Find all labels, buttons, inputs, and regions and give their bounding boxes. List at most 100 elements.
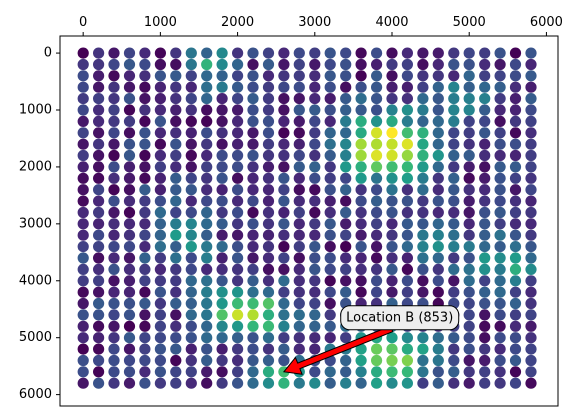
scatter-point xyxy=(262,161,275,173)
scatter-point xyxy=(247,286,259,298)
scatter-point xyxy=(232,343,244,355)
scatter-point xyxy=(201,172,213,184)
scatter-point xyxy=(293,195,305,207)
scatter-point xyxy=(216,58,228,71)
scatter-point xyxy=(108,161,120,173)
scatter-point xyxy=(216,343,228,355)
scatter-point xyxy=(293,206,305,219)
scatter-point xyxy=(417,70,429,82)
scatter-point xyxy=(278,81,290,93)
scatter-point xyxy=(278,252,290,264)
scatter-point xyxy=(185,320,197,332)
scatter-point xyxy=(509,332,522,344)
scatter-point xyxy=(386,286,398,298)
scatter-point xyxy=(309,366,321,378)
scatter-point xyxy=(262,184,275,196)
scatter-point xyxy=(108,275,120,287)
scatter-point xyxy=(216,297,228,310)
scatter-point xyxy=(201,229,213,241)
scatter-point xyxy=(509,366,522,378)
scatter-point xyxy=(108,218,120,230)
scatter-point xyxy=(278,184,290,196)
scatter-point xyxy=(525,286,537,298)
scatter-point xyxy=(154,93,166,105)
scatter-point xyxy=(170,70,182,82)
scatter-point xyxy=(108,138,120,150)
scatter-point xyxy=(154,81,166,93)
scatter-point xyxy=(139,320,151,332)
scatter-point xyxy=(309,275,321,287)
scatter-point xyxy=(77,81,89,93)
scatter-point xyxy=(463,104,475,116)
scatter-point xyxy=(123,366,136,378)
scatter-point xyxy=(185,263,197,275)
scatter-point xyxy=(525,320,537,332)
scatter-point xyxy=(93,161,105,173)
scatter-point xyxy=(77,149,89,162)
scatter-point xyxy=(463,275,475,287)
scatter-point xyxy=(216,354,228,367)
scatter-point xyxy=(371,149,383,162)
scatter-point xyxy=(479,70,491,82)
scatter-point xyxy=(463,332,475,344)
scatter-point xyxy=(494,127,506,139)
scatter-point xyxy=(185,161,197,173)
scatter-point xyxy=(232,70,244,82)
scatter-point xyxy=(93,297,105,310)
scatter-point xyxy=(170,172,182,184)
scatter-point xyxy=(293,218,305,230)
scatter-point xyxy=(154,70,166,82)
scatter-point xyxy=(201,332,213,344)
scatter-point xyxy=(494,58,506,71)
scatter-point xyxy=(401,241,413,253)
scatter-point xyxy=(401,286,413,298)
scatter-point xyxy=(216,275,228,287)
scatter-point xyxy=(401,127,413,139)
scatter-point xyxy=(509,252,522,264)
scatter-point xyxy=(170,184,182,196)
scatter-point xyxy=(77,195,89,207)
scatter-point xyxy=(525,366,537,378)
scatter-point xyxy=(247,138,259,150)
scatter-point xyxy=(401,93,413,105)
scatter-point xyxy=(525,93,537,105)
scatter-point xyxy=(293,161,305,173)
scatter-point xyxy=(77,297,89,310)
scatter-point xyxy=(324,252,336,264)
scatter-point xyxy=(123,309,136,321)
scatter-point xyxy=(139,229,151,241)
scatter-point xyxy=(479,127,491,139)
scatter-point xyxy=(355,104,367,116)
scatter-point xyxy=(386,275,398,287)
scatter-point xyxy=(432,149,444,162)
scatter-point xyxy=(262,275,275,287)
scatter-point xyxy=(479,138,491,150)
scatter-point xyxy=(262,252,275,264)
scatter-point xyxy=(509,354,522,367)
scatter-point xyxy=(386,343,398,355)
x-tick-label: 1000 xyxy=(144,15,177,30)
scatter-point xyxy=(108,354,120,367)
scatter-point xyxy=(309,252,321,264)
scatter-point xyxy=(139,206,151,219)
scatter-point xyxy=(247,127,259,139)
scatter-point xyxy=(278,138,290,150)
scatter-point xyxy=(448,161,460,173)
scatter-point xyxy=(324,58,336,71)
scatter-point xyxy=(324,93,336,105)
scatter-point xyxy=(232,377,244,389)
scatter-point xyxy=(232,275,244,287)
scatter-point xyxy=(371,70,383,82)
scatter-point xyxy=(324,184,336,196)
scatter-point xyxy=(216,309,228,321)
scatter-point xyxy=(170,343,182,355)
scatter-point xyxy=(77,218,89,230)
scatter-point xyxy=(278,309,290,321)
scatter-point xyxy=(309,229,321,241)
scatter-point xyxy=(293,252,305,264)
scatter-point xyxy=(247,184,259,196)
scatter-point xyxy=(201,218,213,230)
scatter-point xyxy=(201,354,213,367)
scatter-point xyxy=(232,161,244,173)
scatter-point xyxy=(386,366,398,378)
